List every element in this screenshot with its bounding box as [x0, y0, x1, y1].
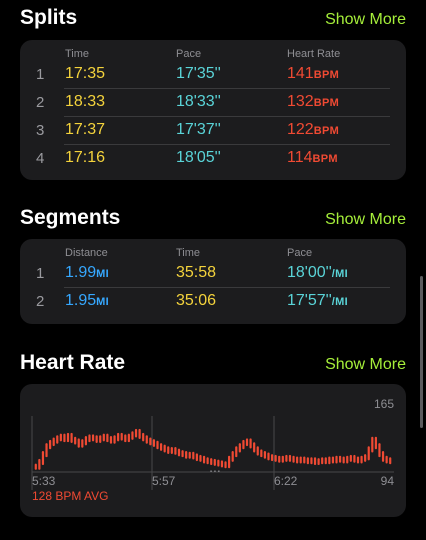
segment-pace-value: 18'00'' [287, 264, 332, 281]
split-index: 1 [36, 66, 45, 83]
split-hr-unit: BPM [313, 97, 340, 109]
row-divider [64, 144, 390, 145]
splits-row: 2 18:33 18'33'' 132BPM [20, 89, 406, 117]
segment-time: 35:06 [176, 292, 217, 309]
chart-x-label: 6:22 [274, 474, 298, 488]
split-hr-value: 132 [287, 93, 314, 110]
heart-rate-chart: ... [31, 416, 394, 490]
split-heart-rate: 141BPM [287, 65, 339, 83]
split-pace: 18'33'' [176, 93, 221, 110]
segments-row: 1 1.99MI 35:58 18'00''/MI [20, 260, 406, 288]
segment-index: 2 [36, 293, 45, 310]
segment-distance: 1.95MI [65, 292, 109, 310]
segment-distance-unit: MI [96, 268, 109, 280]
split-time: 17:37 [65, 121, 106, 138]
split-index: 2 [36, 94, 45, 111]
chart-max-label: 165 [373, 397, 394, 411]
split-pace: 18'05'' [176, 149, 221, 166]
split-index: 3 [36, 122, 45, 139]
segment-distance-value: 1.99 [65, 264, 97, 281]
chart-gap-indicator: ... [209, 459, 221, 475]
split-time: 18:33 [65, 93, 106, 110]
segment-pace-value: 17'57'' [287, 292, 332, 309]
segment-pace-unit: /MI [331, 268, 348, 280]
segment-time: 35:58 [176, 264, 217, 281]
segments-show-more-button[interactable]: Show More [325, 211, 406, 228]
splits-title: Splits [20, 6, 78, 29]
chart-x-label: 5:33 [32, 474, 56, 488]
splits-header-heart-rate: Heart Rate [287, 48, 341, 60]
segments-row: 2 1.95MI 35:06 17'57''/MI [20, 288, 406, 316]
splits-show-more-button[interactable]: Show More [325, 11, 406, 28]
split-hr-value: 122 [287, 121, 314, 138]
chart-x-label: 5:57 [152, 474, 176, 488]
chart-grid [31, 416, 394, 490]
heart-rate-card[interactable]: ... 165 94 5:33 5:57 6:22 128 BPM AVG [20, 384, 406, 517]
segment-index: 1 [36, 265, 45, 282]
chart-average-label: 128 BPM AVG [32, 489, 109, 503]
split-pace: 17'37'' [176, 121, 221, 138]
row-divider [64, 287, 390, 288]
row-divider [64, 88, 390, 89]
row-divider [64, 116, 390, 117]
chart-bars [34, 428, 392, 470]
split-hr-unit: BPM [313, 125, 340, 137]
heart-rate-title: Heart Rate [20, 351, 126, 374]
chart-min-label: 94 [380, 474, 394, 488]
splits-card: Time Pace Heart Rate 1 17:35 17'35'' 141… [20, 40, 406, 180]
segments-header-distance: Distance [65, 247, 108, 259]
split-time: 17:35 [65, 65, 106, 82]
scroll-indicator[interactable] [420, 276, 423, 428]
splits-row: 3 17:37 17'37'' 122BPM [20, 117, 406, 145]
heart-rate-show-more-button[interactable]: Show More [325, 356, 406, 373]
segment-distance: 1.99MI [65, 264, 109, 282]
splits-row: 1 17:35 17'35'' 141BPM [20, 61, 406, 89]
segment-pace: 18'00''/MI [287, 264, 348, 282]
splits-header-time: Time [65, 48, 90, 60]
segment-distance-unit: MI [96, 296, 109, 308]
split-pace: 17'35'' [176, 65, 221, 82]
split-heart-rate: 132BPM [287, 93, 339, 111]
segment-pace: 17'57''/MI [287, 292, 348, 310]
segment-pace-unit: /MI [331, 296, 348, 308]
split-index: 4 [36, 150, 45, 167]
splits-header-pace: Pace [176, 48, 202, 60]
segment-distance-value: 1.95 [65, 292, 97, 309]
split-hr-value: 141 [287, 65, 314, 82]
segments-header-time: Time [176, 247, 201, 259]
segments-header-pace: Pace [287, 247, 313, 259]
split-hr-value: 114 [287, 149, 313, 166]
split-heart-rate: 114BPM [287, 149, 338, 167]
segments-card: Distance Time Pace 1 1.99MI 35:58 18'00'… [20, 239, 406, 324]
split-heart-rate: 122BPM [287, 121, 339, 139]
split-hr-unit: BPM [312, 153, 338, 165]
splits-row: 4 17:16 18'05'' 114BPM [20, 145, 406, 173]
segments-title: Segments [20, 206, 121, 229]
split-time: 17:16 [65, 149, 106, 166]
split-hr-unit: BPM [313, 69, 340, 81]
